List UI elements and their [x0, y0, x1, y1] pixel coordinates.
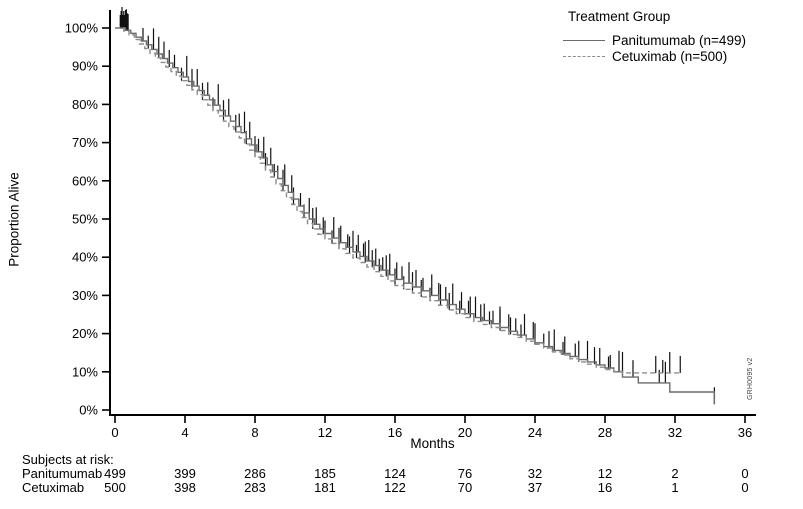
legend-item-label: Panitumumab (n=499) [612, 32, 746, 48]
risk-row-panitumumab: Panitumumab 499 399 286 185 124 76 32 12 2 0 [0, 466, 803, 481]
risk-value: 12 [597, 466, 613, 481]
risk-table-title: Subjects at risk: [22, 452, 114, 467]
risk-value: 1 [671, 480, 679, 495]
legend-items: Panitumumab (n=499) Cetuximab (n=500) [563, 32, 746, 64]
x-axis-title: Months [410, 436, 455, 451]
x-tick-label: 20 [458, 425, 472, 440]
y-tick-label: 0% [79, 403, 98, 418]
y-axis-title: Proportion Alive [6, 172, 22, 267]
x-tick-label: 8 [251, 425, 258, 440]
y-tick-label: 10% [72, 364, 98, 379]
risk-value: 2 [671, 466, 679, 481]
risk-value: 500 [104, 480, 126, 495]
y-tick-label: 70% [72, 135, 98, 150]
survival-curve-panitumumab [115, 27, 716, 405]
y-tick-label: 80% [72, 97, 98, 112]
x-tick-label: 0 [111, 425, 118, 440]
risk-value: 76 [457, 466, 473, 481]
x-tick-label: 24 [528, 425, 542, 440]
legend-item: Cetuximab (n=500) [563, 48, 746, 64]
survival-curve-cetuximab [115, 27, 681, 374]
x-tick-label: 32 [668, 425, 682, 440]
risk-row-label: Panitumumab [22, 466, 103, 481]
risk-value: 499 [104, 466, 126, 481]
risk-value: 37 [527, 480, 543, 495]
y-tick-label: 20% [72, 326, 98, 341]
risk-value: 70 [457, 480, 473, 495]
legend-item-label: Cetuximab (n=500) [612, 48, 728, 64]
solid-line-swatch [563, 39, 605, 41]
y-tick-label: 50% [72, 212, 98, 227]
x-tick-label: 16 [388, 425, 402, 440]
risk-value: 286 [244, 466, 266, 481]
risk-value: 398 [174, 480, 196, 495]
risk-value: 32 [527, 466, 543, 481]
risk-value: 181 [314, 480, 336, 495]
risk-value: 0 [741, 480, 749, 495]
risk-value: 185 [314, 466, 336, 481]
risk-value: 16 [597, 480, 613, 495]
y-tick-label: 100% [65, 21, 99, 36]
x-tick-label: 28 [598, 425, 612, 440]
x-tick-label: 36 [738, 425, 752, 440]
y-tick-label: 30% [72, 288, 98, 303]
risk-row-label: Cetuximab [22, 480, 85, 495]
risk-value: 0 [741, 466, 749, 481]
figure-id-watermark: GRH0095 v2 [747, 357, 754, 400]
risk-value: 124 [384, 466, 406, 481]
x-tick-label: 4 [181, 425, 188, 440]
dashed-line-swatch [563, 55, 605, 57]
risk-value: 283 [244, 480, 266, 495]
risk-table: Subjects at risk: Panitumumab 499 399 286 18… [0, 452, 803, 509]
risk-value: 399 [174, 466, 196, 481]
legend-title: Treatment Group [568, 9, 671, 24]
y-tick-label: 90% [72, 59, 98, 74]
y-tick-label: 40% [72, 250, 98, 265]
x-tick-label: 12 [318, 425, 332, 440]
legend-item: Panitumumab (n=499) [563, 32, 746, 48]
y-tick-label: 60% [72, 173, 98, 188]
legend: Treatment Group Panitumumab (n=499) Cetux… [563, 9, 746, 64]
risk-value: 122 [384, 480, 406, 495]
risk-row-cetuximab: Cetuximab 500 398 283 181 122 70 37 16 1 0 [0, 480, 803, 495]
